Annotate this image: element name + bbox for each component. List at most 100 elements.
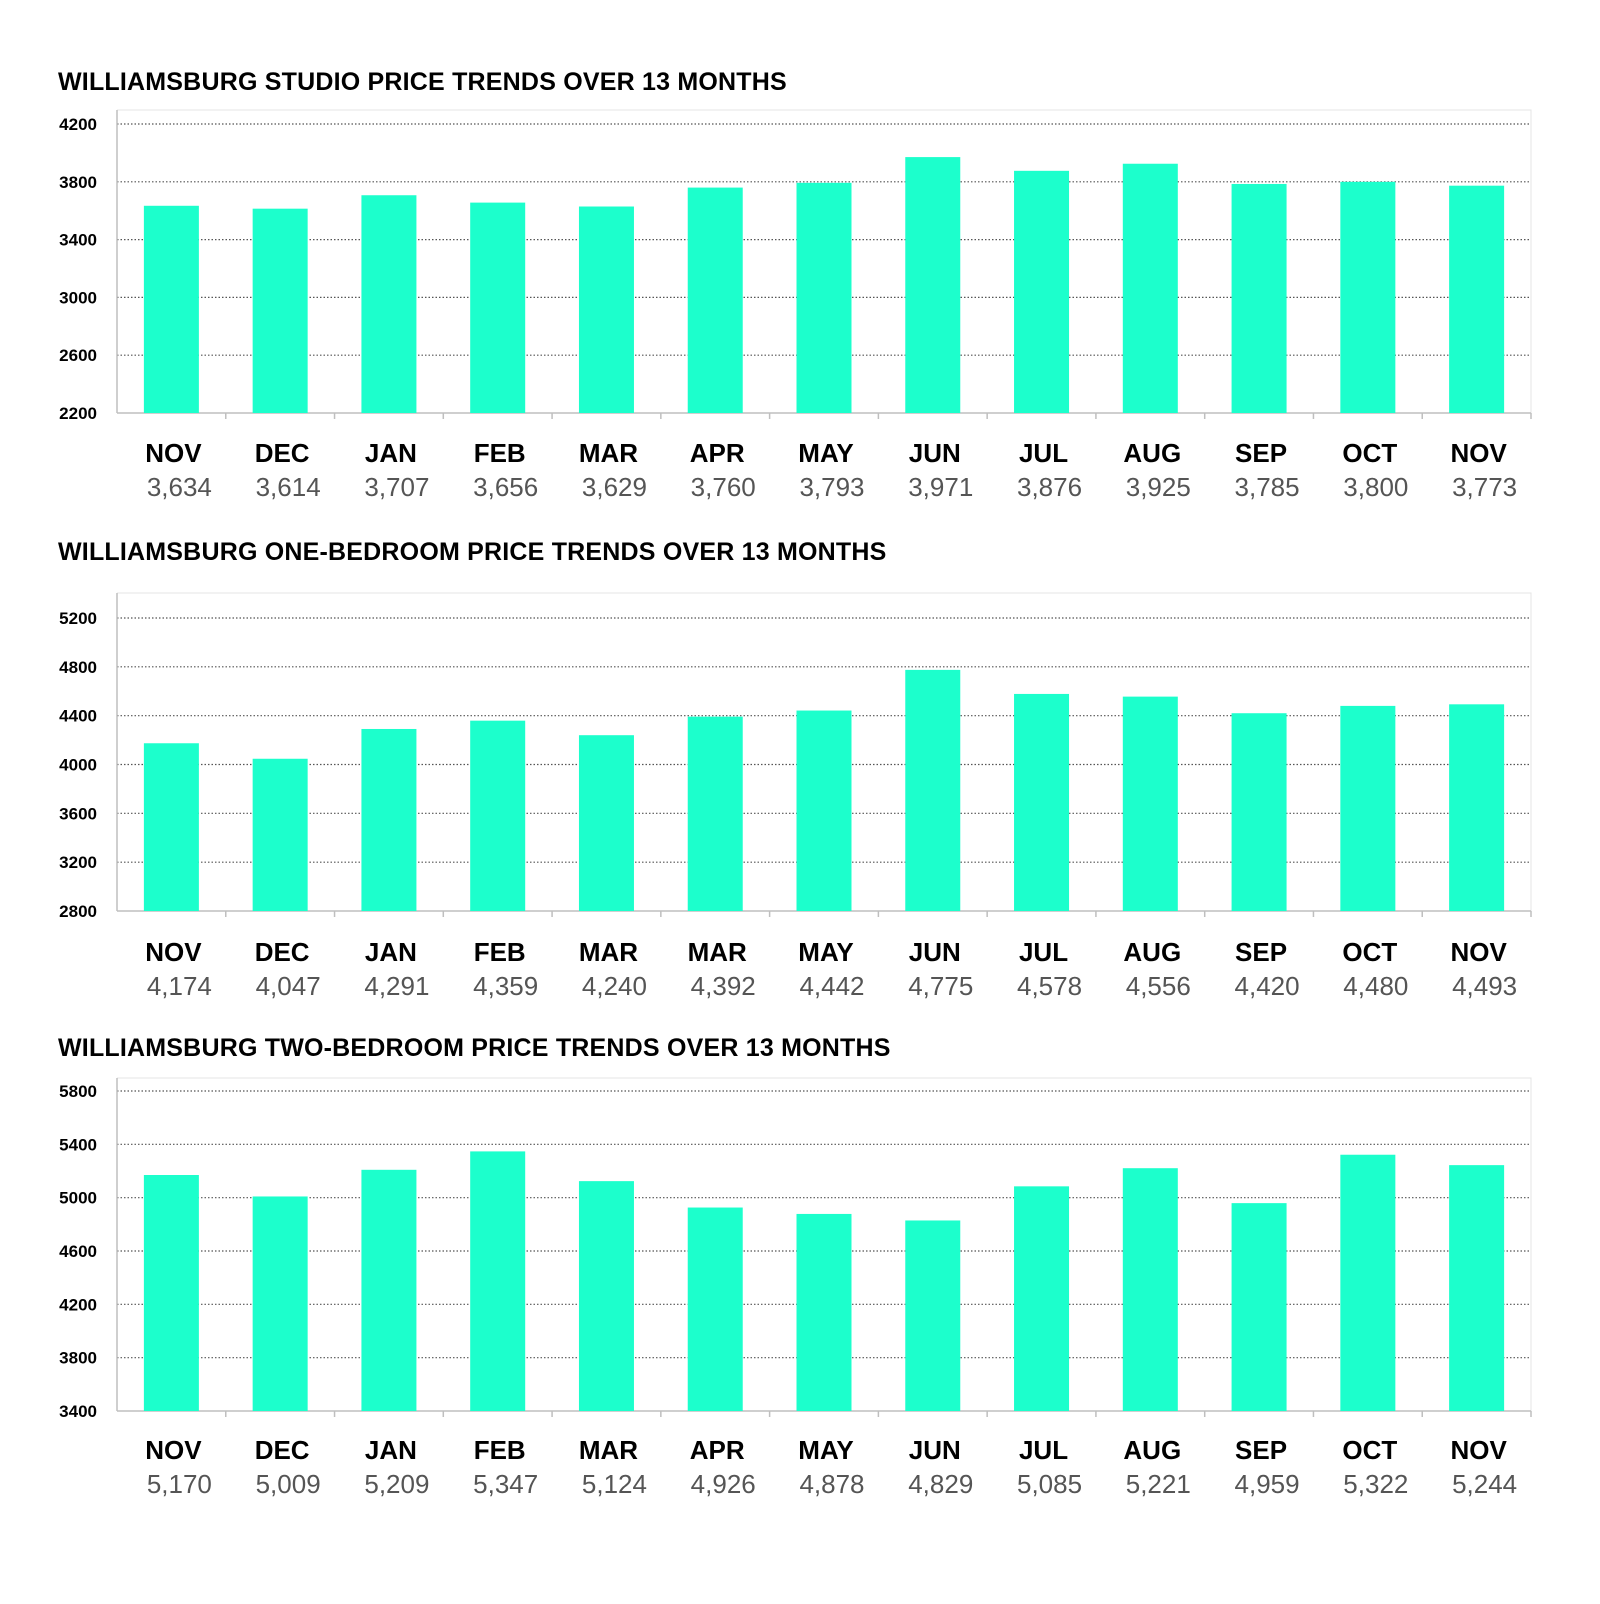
bar <box>578 206 634 413</box>
x-category-label: NOV <box>145 438 202 468</box>
plot-frame <box>117 109 1532 413</box>
bar <box>1122 163 1178 413</box>
bar <box>1122 1168 1178 1411</box>
bar <box>143 205 199 413</box>
x-category-label: OCT <box>1342 937 1398 967</box>
data-value-label: 5,170 <box>146 1469 212 1499</box>
data-value-label: 4,578 <box>1016 971 1083 1001</box>
bar <box>1449 704 1505 911</box>
bar-chart-studio: 4200 3800 3400 3000 2600 2200 <box>59 109 1532 423</box>
bar <box>143 743 199 911</box>
y-tick-label: 3600 <box>59 804 97 823</box>
bar <box>1340 181 1396 413</box>
bar <box>687 716 743 911</box>
y-tick-label: 2200 <box>59 404 97 423</box>
data-value-label: 4,926 <box>690 1469 756 1499</box>
data-value-label: 3,876 <box>1016 472 1083 502</box>
bar <box>1122 696 1178 911</box>
x-category-label: AUG <box>1123 937 1182 967</box>
bar <box>470 1151 526 1411</box>
data-value-label: 4,174 <box>146 971 212 1001</box>
y-tick-label: 5800 <box>59 1082 97 1101</box>
data-value-label: 4,291 <box>364 971 430 1001</box>
y-tick-label: 3000 <box>59 288 97 307</box>
x-category-label: DEC <box>254 937 310 967</box>
x-category-label: JUL <box>1018 1435 1069 1465</box>
x-category-label: MAY <box>798 1435 854 1465</box>
data-value-label: 4,420 <box>1234 971 1300 1001</box>
x-category-label: JUN <box>908 438 961 468</box>
bar <box>252 208 308 413</box>
data-value-label: 5,322 <box>1343 1469 1409 1499</box>
bar <box>687 187 743 413</box>
bar <box>796 710 852 911</box>
bar <box>361 1169 417 1411</box>
x-category-label: NOV <box>145 937 202 967</box>
bar <box>578 735 634 911</box>
data-value-label: 4,493 <box>1452 971 1518 1001</box>
bar <box>1340 705 1396 911</box>
bar <box>143 1175 199 1411</box>
data-value-label: 4,240 <box>581 971 647 1001</box>
chart-title: WILLIAMSBURG TWO-BEDROOM PRICE TRENDS OV… <box>58 1034 891 1062</box>
x-category-label: DEC <box>254 1435 310 1465</box>
bar <box>252 1196 308 1411</box>
x-category-label: MAR <box>578 1435 639 1465</box>
x-category-label: MAR <box>687 937 747 967</box>
y-tick-label: 3200 <box>59 853 97 872</box>
data-value-label: 5,009 <box>255 1469 321 1499</box>
x-category-label: OCT <box>1342 1435 1398 1465</box>
bar <box>1449 185 1505 413</box>
bar <box>470 720 526 911</box>
x-category-label: JUN <box>908 1435 961 1465</box>
y-tick-label: 5200 <box>59 609 97 628</box>
x-category-label: MAR <box>578 937 639 967</box>
data-value-label: 4,392 <box>690 971 756 1001</box>
data-value-label: 4,829 <box>908 1469 974 1499</box>
y-tick-label: 4600 <box>59 1242 97 1261</box>
data-value-label: 3,793 <box>799 472 865 502</box>
data-value-label: 4,959 <box>1234 1469 1300 1499</box>
y-tick-label: 3400 <box>59 1402 97 1421</box>
bar <box>905 1220 961 1411</box>
data-value-label: 5,124 <box>581 1469 647 1499</box>
chart-title: WILLIAMSBURG ONE-BEDROOM PRICE TRENDS OV… <box>58 538 887 566</box>
bar <box>1340 1154 1396 1411</box>
x-category-label: SEP <box>1235 1435 1288 1465</box>
data-value-label: 4,442 <box>799 971 865 1001</box>
x-category-label: DEC <box>254 438 310 468</box>
x-category-label: MAY <box>798 937 854 967</box>
bar <box>905 157 961 413</box>
bar <box>1014 1186 1070 1411</box>
bar <box>252 758 308 911</box>
data-value-label: 4,480 <box>1343 971 1409 1001</box>
x-category-label: SEP <box>1235 438 1288 468</box>
x-category-label: APR <box>689 438 745 468</box>
x-category-label: APR <box>689 1435 745 1465</box>
chart-title: WILLIAMSBURG STUDIO PRICE TRENDS OVER 13… <box>58 68 787 96</box>
bar <box>1231 183 1287 413</box>
bar <box>1014 170 1070 413</box>
x-category-label: SEP <box>1235 937 1288 967</box>
x-category-label: JAN <box>364 937 417 967</box>
data-value-label: 3,785 <box>1234 472 1300 502</box>
data-value-label: 5,221 <box>1125 1469 1191 1499</box>
bar <box>361 195 417 413</box>
data-value-label: 5,347 <box>473 1469 539 1499</box>
data-value-label: 3,614 <box>255 472 321 502</box>
bar <box>905 669 961 911</box>
x-category-label: AUG <box>1123 1435 1182 1465</box>
x-category-label: JUL <box>1018 438 1069 468</box>
data-value-label: 5,085 <box>1016 1469 1083 1499</box>
x-category-label: FEB <box>473 1435 526 1465</box>
x-category-label: NOV <box>1450 438 1507 468</box>
bar <box>687 1207 743 1411</box>
data-value-label: 3,773 <box>1452 472 1518 502</box>
y-tick-label: 4400 <box>59 707 97 726</box>
data-value-label: 3,707 <box>364 472 430 502</box>
y-tick-label: 3800 <box>59 173 97 192</box>
y-tick-label: 5000 <box>59 1189 97 1208</box>
data-value-label: 4,047 <box>255 971 321 1001</box>
x-category-label: NOV <box>1450 1435 1507 1465</box>
data-value-label: 4,878 <box>799 1469 865 1499</box>
